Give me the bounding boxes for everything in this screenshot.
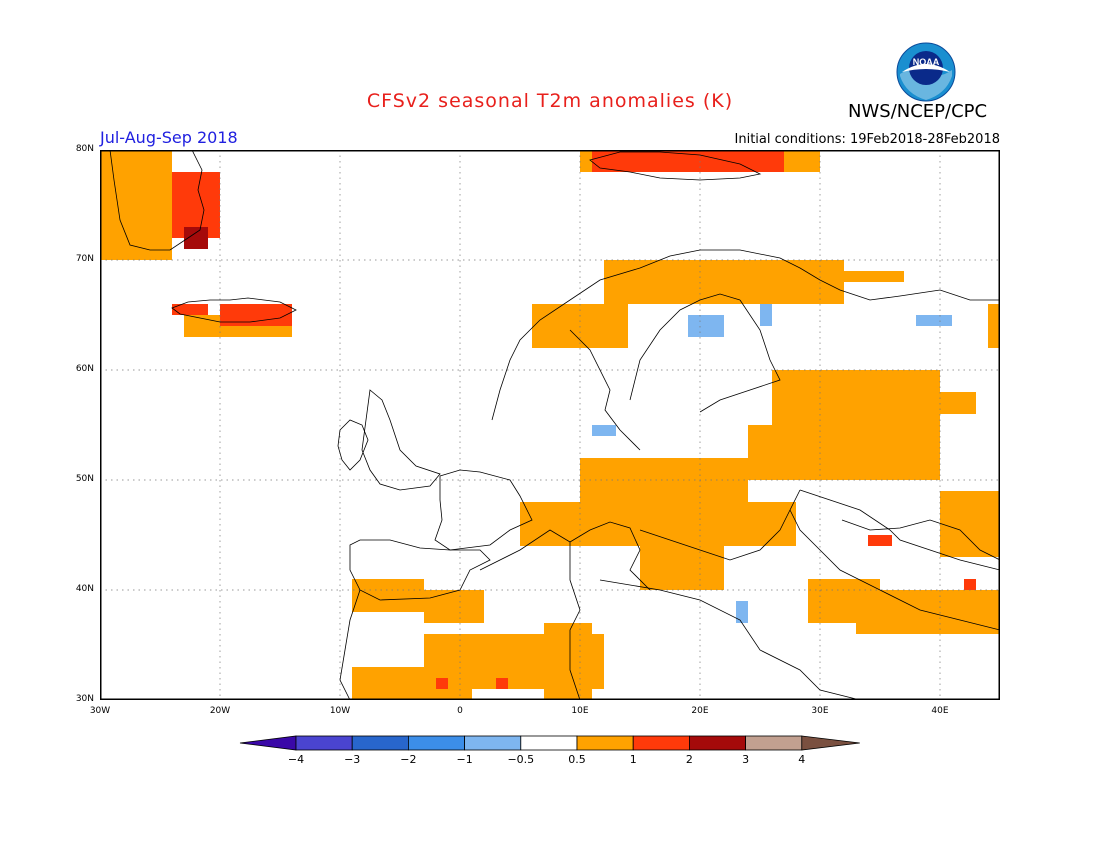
anomaly-cell (172, 304, 208, 315)
longitude-tick-label: 0 (457, 706, 463, 716)
anomaly-cell (988, 304, 1000, 348)
anomaly-cell (916, 392, 976, 414)
anomaly-map (100, 150, 1000, 700)
noaa-logo-icon: NOAA (896, 42, 956, 102)
anomaly-cell (604, 260, 844, 304)
season-label: Jul-Aug-Sep 2018 (100, 128, 238, 147)
colorbar-tick-label: 0.5 (568, 753, 586, 766)
latitude-tick-label: 70N (75, 254, 94, 264)
anomaly-cell (736, 601, 748, 623)
colorbar-cell (295, 735, 353, 751)
anomaly-cell (496, 678, 508, 689)
coastlines (100, 150, 1000, 700)
longitude-tick-label: 30W (89, 706, 111, 716)
colorbar-tick-label: −2 (400, 753, 416, 766)
anomaly-cells (100, 150, 1000, 700)
anomaly-cell (844, 271, 904, 282)
colorbar-tick-label: −0.5 (507, 753, 534, 766)
latitude-tick-label: 50N (75, 474, 94, 484)
anomaly-cell (520, 502, 796, 546)
longitude-tick-label: 20W (209, 706, 231, 716)
map-frame (100, 150, 1000, 700)
colorbar-cell (632, 735, 690, 751)
colorbar-cell (239, 735, 297, 751)
anomaly-cell (748, 425, 940, 480)
colorbar-tick-label: −3 (344, 753, 360, 766)
longitude-tick-label: 10W (329, 706, 351, 716)
anomaly-cell (640, 546, 724, 590)
anomaly-cell (352, 579, 424, 612)
anomaly-cell (544, 623, 592, 700)
colorbar-cells (239, 735, 860, 751)
colorbar-tick-label: 4 (798, 753, 805, 766)
anomaly-cell (916, 315, 952, 326)
anomaly-cell (592, 425, 616, 436)
colorbar-tick-label: 2 (686, 753, 693, 766)
chart-title: CFSv2 seasonal T2m anomalies (K) (366, 90, 734, 112)
colorbar-cell (801, 735, 860, 751)
anomaly-cell (964, 579, 976, 590)
anomaly-cell (868, 535, 892, 546)
anomaly-cell (688, 315, 724, 337)
anomaly-cell (760, 304, 772, 326)
longitude-tick-label: 30E (811, 706, 829, 716)
latitude-tick-label: 30N (75, 694, 94, 704)
colorbar-cell (520, 735, 578, 751)
anomaly-cell (424, 590, 484, 623)
anomaly-cell (184, 227, 208, 249)
colorbar-tick-label: −1 (456, 753, 472, 766)
initial-conditions-label: Initial conditions: 19Feb2018-28Feb2018 (734, 132, 1000, 147)
colorbar-cell (745, 735, 803, 751)
colorbar-cell (689, 735, 747, 751)
anomaly-cell (436, 678, 448, 689)
colorbar-tick-label: 1 (630, 753, 637, 766)
colorbar-cell (576, 735, 634, 751)
colorbar-cell (407, 735, 465, 751)
logo-text: NOAA (913, 57, 940, 67)
organization-label: NWS/NCEP/CPC (848, 101, 988, 122)
latitude-tick-label: 40N (75, 584, 94, 594)
colorbar-tick-labels: −4 −3 −2 −1 −0.5 0.5 1 2 3 4 (288, 753, 805, 766)
anomaly-cell (220, 304, 292, 326)
map-gridlines (100, 150, 1000, 700)
longitude-tick-label: 20E (691, 706, 709, 716)
longitude-tick-label: 10E (571, 706, 589, 716)
anomaly-cell (580, 458, 628, 502)
anomaly-cell (100, 150, 172, 260)
anomaly-cell (592, 150, 784, 172)
colorbar-tick-label: −4 (288, 753, 304, 766)
longitude-tick-label: 40E (931, 706, 949, 716)
colorbar-cell (464, 735, 522, 751)
latitude-tick-label: 60N (75, 364, 94, 374)
latitude-tick-label: 80N (75, 144, 94, 154)
colorbar-tick-label: 3 (742, 753, 749, 766)
anomaly-cell (940, 491, 1000, 557)
colorbar-cell (351, 735, 409, 751)
